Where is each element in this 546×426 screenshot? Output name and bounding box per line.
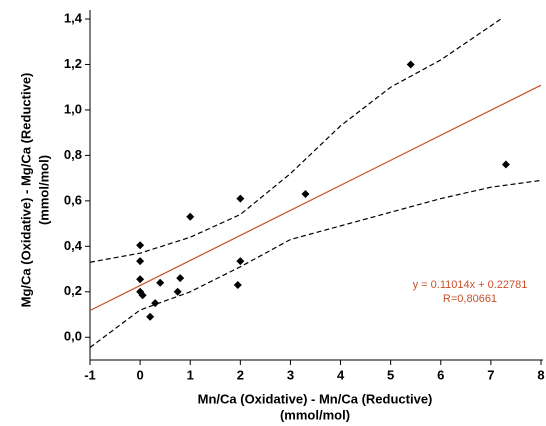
data-point	[501, 160, 510, 169]
x-tick-label: 0	[136, 367, 143, 382]
y-tick-label: 0,6	[64, 192, 82, 207]
data-point	[146, 312, 155, 321]
y-tick-label: 0,4	[64, 238, 83, 253]
data-point	[406, 60, 415, 69]
data-point	[138, 291, 147, 300]
y-tick-label: 1,0	[64, 101, 82, 116]
data-point	[236, 194, 245, 203]
data-point	[236, 257, 245, 266]
y-tick-label: 0,8	[64, 147, 82, 162]
x-tick-label: 1	[187, 367, 194, 382]
y-tick-label: 1,2	[64, 56, 82, 71]
x-tick-label: 8	[537, 367, 544, 382]
y-tick-label: 1,4	[64, 10, 83, 25]
data-point	[136, 275, 145, 284]
data-point	[176, 274, 185, 283]
data-point	[186, 212, 195, 221]
data-point	[233, 280, 242, 289]
y-tick-label: 0,0	[64, 329, 82, 344]
x-tick-label: 6	[437, 367, 444, 382]
confidence-band	[89, 18, 502, 263]
y-axis-label: (mmol/mol)	[36, 155, 51, 225]
x-tick-label: 3	[287, 367, 294, 382]
x-axis-label: Mn/Ca (Oxidative) - Mn/Ca (Reductive)	[198, 391, 433, 406]
y-axis-label: Mg/Ca (Oxidative) - Mg/Ca (Reductive)	[18, 73, 33, 308]
data-point	[173, 287, 182, 296]
annotation: R=0,80661	[443, 293, 497, 305]
data-point	[156, 278, 165, 287]
annotation: y = 0.11014x + 0.22781	[413, 279, 528, 291]
x-tick-label: 4	[337, 367, 345, 382]
y-tick-label: 0,2	[64, 283, 82, 298]
x-tick-label: 2	[237, 367, 244, 382]
data-point	[136, 257, 145, 266]
x-tick-label: 5	[387, 367, 394, 382]
data-point	[136, 241, 145, 250]
confidence-band	[89, 179, 542, 348]
x-tick-label: -1	[84, 367, 96, 382]
x-axis-label: (mmol/mol)	[280, 407, 350, 422]
data-point	[301, 190, 310, 199]
x-tick-label: 7	[487, 367, 494, 382]
regression-line	[89, 84, 542, 312]
